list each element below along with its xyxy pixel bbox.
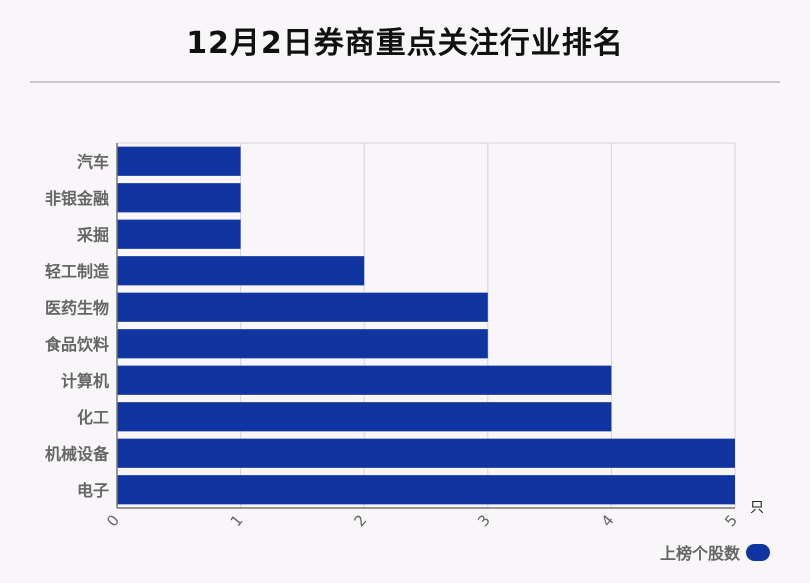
bar	[117, 329, 488, 359]
bar	[117, 146, 241, 176]
legend: 上榜个股数	[660, 540, 770, 564]
bar	[117, 438, 735, 468]
bar	[117, 292, 488, 322]
x-tick-label: 4	[598, 511, 618, 530]
x-tick-label: 1	[227, 511, 247, 530]
x-tick-label: 2	[350, 511, 370, 530]
category-label: 电子	[77, 481, 109, 500]
bar	[117, 475, 735, 505]
bars	[117, 146, 735, 505]
legend-label: 上榜个股数	[659, 544, 740, 563]
x-unit-label: 只	[750, 500, 764, 516]
bar	[117, 365, 612, 395]
category-label: 轻工制造	[45, 262, 110, 281]
bar	[117, 256, 365, 286]
category-label: 机械设备	[45, 444, 110, 463]
bar	[117, 402, 612, 432]
category-label: 计算机	[61, 371, 109, 390]
category-label: 化工	[77, 408, 109, 427]
x-tick-label: 0	[103, 511, 123, 530]
bar	[117, 183, 241, 213]
category-label: 采掘	[76, 225, 109, 244]
x-tick-label: 3	[474, 511, 494, 530]
category-label: 汽车	[77, 152, 109, 171]
x-tick-label: 5	[721, 511, 741, 530]
title-divider	[30, 81, 780, 83]
legend-swatch	[746, 543, 770, 561]
bar	[117, 219, 241, 249]
category-label: 医药生物	[45, 298, 109, 317]
chart-title: 12月2日券商重点关注行业排名	[186, 26, 624, 61]
axes	[116, 143, 735, 509]
category-label: 非银金融	[45, 189, 109, 208]
category-label: 食品饮料	[44, 335, 109, 354]
x-tick-labels: 0 1 2 3 4 5	[103, 511, 741, 530]
